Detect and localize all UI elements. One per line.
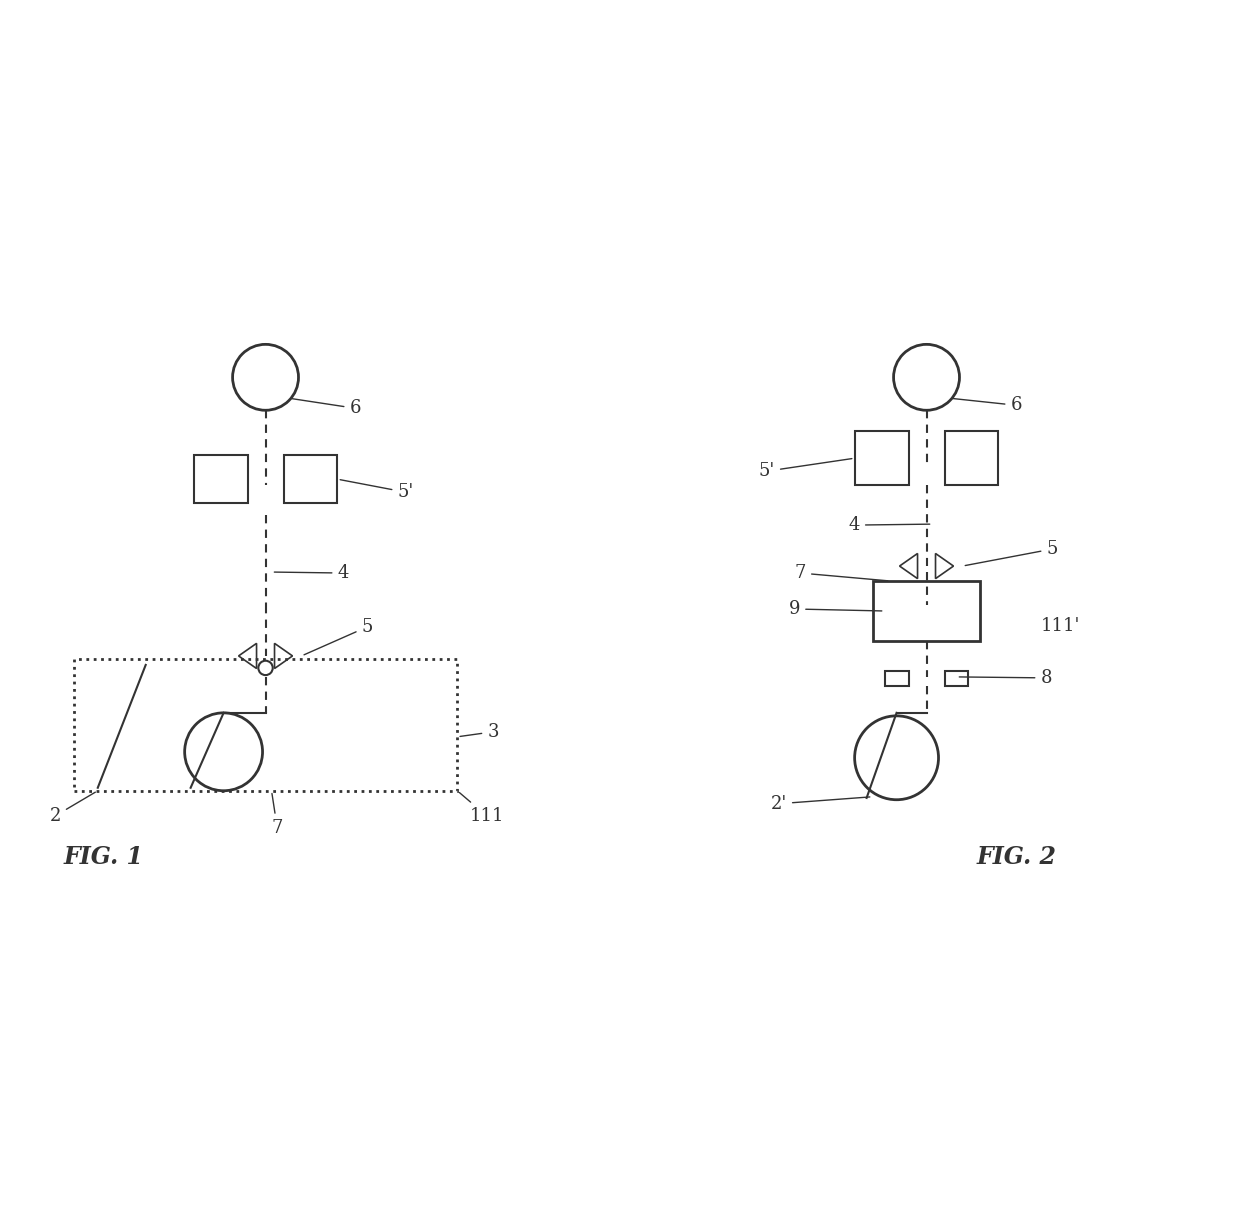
Text: FIG. 2: FIG. 2 [976, 845, 1056, 869]
Text: 9: 9 [789, 600, 882, 618]
Text: 111': 111' [1040, 617, 1080, 635]
Text: 2': 2' [771, 795, 869, 813]
Text: 4: 4 [274, 564, 348, 582]
Text: 7: 7 [272, 794, 283, 836]
Bar [854, 431, 909, 485]
Bar [873, 581, 981, 641]
Bar [193, 455, 248, 503]
Text: 6: 6 [954, 396, 1022, 414]
Bar [945, 431, 998, 485]
Text: 6: 6 [293, 399, 361, 417]
Text: 111: 111 [459, 793, 503, 825]
Text: 5': 5' [340, 479, 414, 501]
Bar [884, 670, 909, 686]
Text: FIG. 1: FIG. 1 [63, 845, 144, 869]
Bar [284, 455, 337, 503]
Text: 4: 4 [848, 517, 930, 534]
Bar [945, 670, 968, 686]
Text: 2: 2 [50, 793, 95, 825]
Bar [74, 659, 458, 791]
Text: 5: 5 [304, 618, 373, 655]
Text: 3: 3 [460, 722, 498, 741]
Text: 7: 7 [795, 564, 888, 582]
Text: 8: 8 [960, 669, 1052, 687]
Text: 5': 5' [759, 459, 852, 480]
Text: 5: 5 [965, 540, 1058, 565]
